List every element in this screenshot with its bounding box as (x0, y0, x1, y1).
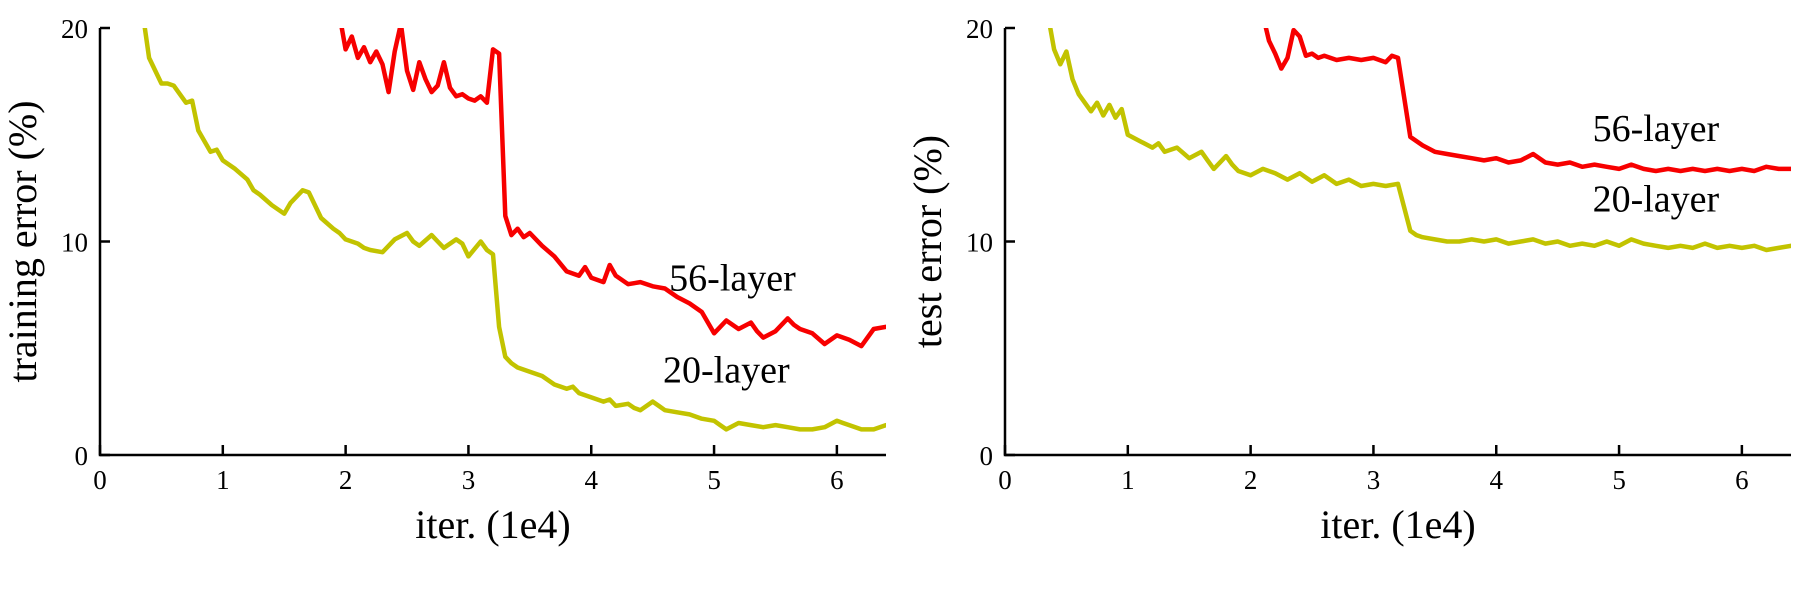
test-error-chart: 0 10 20 0 1 2 3 4 5 6 iter. (1e4) test error (%) 56-… (905, 0, 1810, 614)
x-tick-label-5: 5 (1612, 465, 1626, 495)
y-tick-label-10: 10 (966, 228, 993, 258)
annotation-56-layer: 56-layer (1593, 108, 1720, 150)
annotation-56-layer: 56-layer (669, 258, 796, 300)
y-tick-label-20: 20 (966, 14, 993, 44)
annotation-20-layer: 20-layer (1593, 179, 1720, 221)
y-axis-label: training error (%) (0, 100, 45, 382)
y-tick-label-10: 10 (61, 228, 88, 258)
x-tick-label-6: 6 (1735, 465, 1749, 495)
series-line-56-layer (339, 28, 886, 349)
x-tick-label-1: 1 (216, 465, 230, 495)
y-tick-label-0: 0 (980, 441, 994, 471)
x-tick-label-0: 0 (93, 465, 107, 495)
x-tick-label-2: 2 (1244, 465, 1258, 495)
y-tick-label-0: 0 (75, 441, 89, 471)
x-axis-label: iter. (1e4) (1320, 502, 1476, 547)
y-axis-label: test error (%) (905, 135, 950, 348)
x-tick-label-6: 6 (830, 465, 844, 495)
x-tick-label-1: 1 (1121, 465, 1135, 495)
series-line-56-layer (1263, 28, 1791, 174)
x-axis-label: iter. (1e4) (415, 502, 571, 547)
series-line-20-layer (1047, 28, 1791, 253)
annotation-20-layer: 20-layer (663, 349, 790, 391)
x-tick-label-4: 4 (1490, 465, 1504, 495)
x-tick-label-3: 3 (1367, 465, 1381, 495)
x-tick-label-5: 5 (707, 465, 721, 495)
x-tick-label-4: 4 (585, 465, 599, 495)
training-error-plot: 0 10 20 0 1 2 3 4 5 6 iter. (1e4) training error (%… (0, 14, 886, 547)
x-tick-label-2: 2 (339, 465, 353, 495)
y-tick-label-20: 20 (61, 14, 88, 44)
series-line-20-layer (142, 28, 886, 432)
x-tick-label-0: 0 (998, 465, 1012, 495)
test-error-plot: 0 10 20 0 1 2 3 4 5 6 iter. (1e4) test error (%) 56-… (905, 14, 1791, 547)
axes (1003, 28, 1791, 457)
x-tick-label-3: 3 (462, 465, 476, 495)
training-error-chart: 0 10 20 0 1 2 3 4 5 6 iter. (1e4) training error (%… (0, 0, 905, 614)
